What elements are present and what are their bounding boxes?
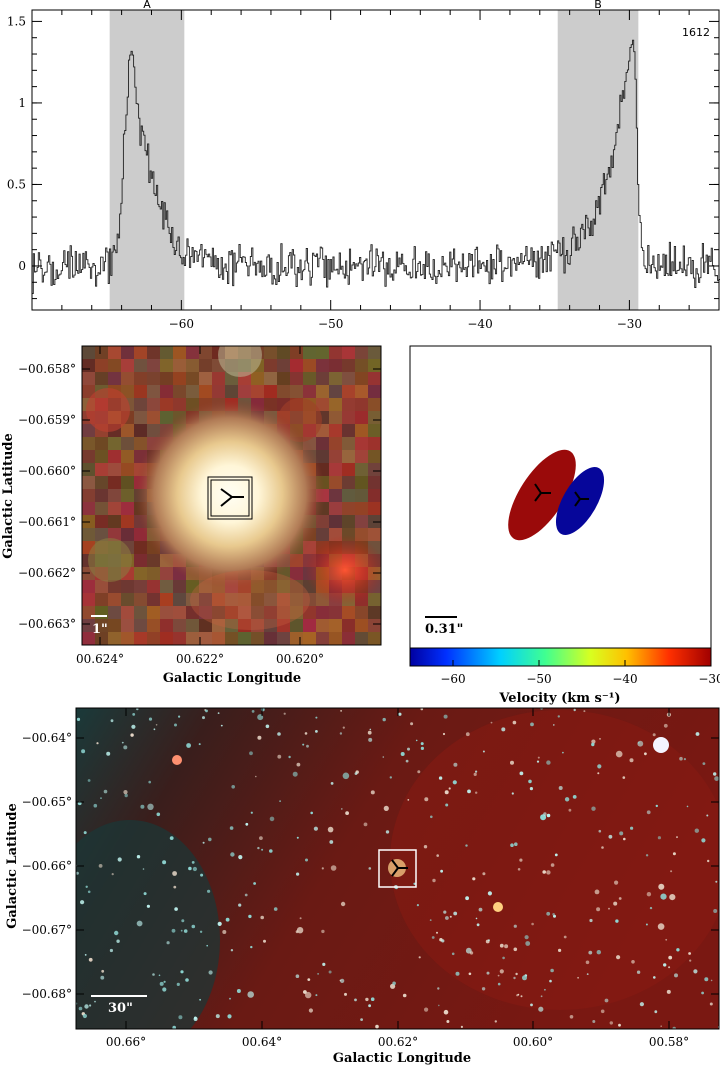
- spectrum-region-label: B: [594, 0, 602, 11]
- spectrum-ytick-label: 0: [18, 259, 26, 273]
- maser-marker-icon: [534, 483, 589, 507]
- source-glow: [135, 399, 325, 589]
- wide-xtick-label: 00.62°: [378, 1035, 418, 1049]
- spectrum-ytick-label: 1: [18, 96, 26, 110]
- colorbar-tick-label: −60: [440, 672, 465, 686]
- colorbar-tick-label: −50: [526, 672, 551, 686]
- spectrum-ytick-label: 0.5: [7, 177, 26, 191]
- wide-xtick-label: 00.60°: [513, 1035, 553, 1049]
- wide-ytick-label: −00.64°: [22, 731, 72, 745]
- source-box-inner: [210, 479, 250, 517]
- wide-field-panel: 30" 00.66° 00.64° 00.62° 00.60° 00.58° −00.6…: [5, 707, 720, 1066]
- zoom-ytick-label: −00.659°: [18, 413, 76, 427]
- spectrum-xtick-label: −30: [617, 317, 642, 331]
- zoom-ytick-label: −00.658°: [18, 362, 76, 376]
- wide-ytick-label: −00.66°: [22, 859, 72, 873]
- source-marker-icon: [220, 488, 244, 507]
- wide-ytick-label: −00.65°: [22, 795, 72, 809]
- spectrum-frame: [31, 9, 720, 311]
- maser-spot-red: [508, 449, 576, 541]
- spectrum-annotation: 1612: [682, 26, 710, 39]
- zoom-image-panel: 1" 00.624° 00.622° 00.620° −00.658° −00.659…: [1, 345, 382, 686]
- wide-marker-icon: [391, 859, 408, 877]
- red-emission: [305, 535, 381, 605]
- zoom-xtick-label: 00.624°: [76, 652, 124, 666]
- zoom-ytick-label: −00.663°: [18, 617, 76, 631]
- zoom-ylabel: Galactic Latitude: [1, 433, 16, 559]
- star-field: [76, 708, 719, 1029]
- colorbar-label: Velocity (km s⁻¹): [498, 691, 620, 706]
- wide-xtick-label: 00.66°: [106, 1035, 146, 1049]
- spectrum-region-B: [557, 10, 639, 310]
- spectrum-xtick-label: −60: [169, 317, 194, 331]
- colorbar-tick-label: −30: [698, 672, 720, 686]
- wide-ytick-label: −00.67°: [22, 923, 72, 937]
- spectrum-region-A: [109, 10, 185, 310]
- wide-source-box: [378, 849, 417, 888]
- zoom-xtick-label: 00.622°: [176, 652, 224, 666]
- spectrum-xtick-label: −40: [467, 317, 492, 331]
- spectrum-panel: A B −60 −50 −40 −30 0 0.5 1 1.5 1612: [7, 0, 720, 331]
- zoom-scale-label: 1": [92, 622, 108, 637]
- wide-ylabel: Galactic Latitude: [5, 803, 20, 929]
- zoom-xlabel: Galactic Longitude: [163, 671, 301, 686]
- maser-panel: 0.31" −60 −50 −40 −30 Velocity (km s⁻¹): [409, 345, 720, 706]
- velocity-colorbar: [409, 647, 712, 667]
- spectrum-xtick-label: −50: [318, 317, 343, 331]
- zoom-xtick-label: 00.620°: [276, 652, 324, 666]
- maser-spot-blue: [555, 467, 605, 535]
- zoom-ytick-label: −00.662°: [18, 566, 76, 580]
- zoom-ytick-label: −00.661°: [18, 515, 76, 529]
- colorbar-tick-label: −40: [612, 672, 637, 686]
- wide-ytick-label: −00.68°: [22, 987, 72, 1001]
- spectrum-ytick-label: 1.5: [7, 14, 26, 28]
- wide-xlabel: Galactic Longitude: [333, 1051, 471, 1066]
- spectrum-line: [32, 39, 720, 295]
- wide-xtick-label: 00.64°: [242, 1035, 282, 1049]
- maser-scale-label: 0.31": [425, 622, 463, 637]
- spectrum-region-label: A: [143, 0, 151, 11]
- wide-xtick-label: 00.58°: [649, 1035, 689, 1049]
- zoom-ytick-label: −00.660°: [18, 464, 76, 478]
- source-box-outer: [207, 476, 253, 520]
- wide-scale-label: 30": [108, 1001, 133, 1016]
